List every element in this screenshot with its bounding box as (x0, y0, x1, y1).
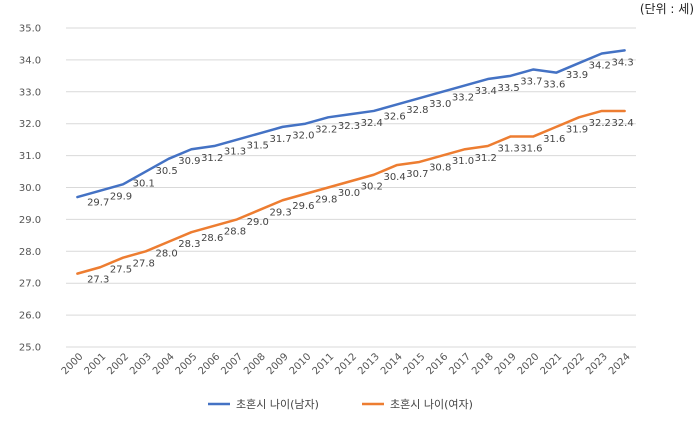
data-label: 31.5 (247, 140, 269, 151)
y-tick-label: 34.0 (19, 55, 41, 66)
y-tick-label: 30.0 (19, 183, 41, 194)
x-tick-label: 2008 (242, 351, 268, 377)
data-label: 33.6 (543, 80, 565, 91)
data-label: 31.2 (201, 153, 223, 164)
x-tick-label: 2015 (402, 351, 428, 377)
y-tick-label: 28.0 (19, 247, 41, 258)
y-tick-label: 27.0 (19, 279, 41, 290)
data-label: 30.4 (383, 172, 405, 183)
data-label: 34.2 (589, 61, 611, 72)
x-tick-label: 2021 (539, 351, 565, 377)
data-label: 32.2 (589, 118, 611, 129)
data-label: 30.1 (133, 179, 155, 190)
x-tick-label: 2009 (265, 351, 291, 377)
x-tick-label: 2000 (60, 351, 86, 377)
x-tick-label: 2006 (197, 351, 223, 377)
series-line-female (76, 109, 626, 275)
x-tick-label: 2024 (607, 351, 633, 377)
x-tick-label: 2022 (561, 351, 587, 377)
data-label: 28.8 (224, 226, 246, 237)
data-label: 31.2 (475, 153, 497, 164)
data-label: 27.5 (110, 265, 132, 276)
data-label: 31.0 (452, 156, 474, 167)
x-tick-label: 2002 (105, 351, 131, 377)
x-tick-label: 2007 (219, 351, 245, 377)
data-label: 31.6 (520, 143, 542, 154)
data-label: 31.7 (269, 134, 291, 145)
data-label: 32.4 (361, 118, 383, 129)
x-tick-label: 2020 (516, 351, 542, 377)
data-label: 31.3 (497, 143, 519, 154)
unit-note: (단위 : 세) (639, 2, 694, 16)
series-line-male (76, 49, 626, 199)
x-tick-label: 2018 (470, 351, 496, 377)
x-tick-label: 2004 (151, 351, 177, 377)
y-tick-label: 32.0 (19, 119, 41, 130)
x-tick-label: 2010 (288, 351, 314, 377)
data-label: 30.0 (338, 188, 360, 199)
data-label: 33.9 (566, 70, 588, 81)
y-tick-label: 33.0 (19, 87, 41, 98)
data-label: 29.8 (315, 195, 337, 206)
data-label: 30.5 (155, 166, 177, 177)
data-label: 31.9 (566, 124, 588, 135)
data-label: 32.2 (315, 124, 337, 135)
data-label: 27.3 (87, 274, 109, 285)
x-tick-label: 2013 (356, 351, 382, 377)
data-label: 30.8 (429, 163, 451, 174)
legend-label: 초혼시 나이(남자) (236, 398, 319, 411)
data-label: 29.9 (110, 191, 132, 202)
y-tick-label: 31.0 (19, 151, 41, 162)
data-label: 28.0 (155, 249, 177, 260)
data-label: 28.3 (178, 239, 200, 250)
data-label: 29.7 (87, 198, 109, 209)
x-tick-label: 2023 (584, 351, 610, 377)
x-tick-label: 2001 (83, 351, 109, 377)
x-tick-label: 2019 (493, 351, 519, 377)
data-label: 32.6 (383, 112, 405, 123)
data-label: 30.9 (178, 156, 200, 167)
data-label: 33.2 (452, 92, 474, 103)
data-label: 32.3 (338, 121, 360, 132)
x-tick-label: 2003 (128, 351, 154, 377)
x-tick-label: 2014 (379, 351, 405, 377)
y-tick-label: 35.0 (19, 24, 41, 35)
data-label: 29.3 (269, 207, 291, 218)
y-tick-label: 25.0 (19, 343, 41, 354)
data-label: 28.6 (201, 233, 223, 244)
data-label: 33.4 (475, 86, 497, 97)
x-tick-label: 2012 (333, 351, 359, 377)
data-label: 34.3 (611, 57, 633, 68)
data-label: 33.7 (520, 76, 542, 87)
y-tick-label: 26.0 (19, 311, 41, 322)
data-label: 33.0 (429, 99, 451, 110)
x-tick-label: 2011 (311, 351, 337, 377)
data-label: 32.0 (292, 131, 314, 142)
data-label: 31.3 (224, 147, 246, 158)
data-label: 30.2 (361, 182, 383, 193)
x-tick-label: 2005 (174, 351, 200, 377)
legend-label: 초혼시 나이(여자) (390, 398, 473, 411)
data-label: 32.4 (611, 118, 633, 129)
data-label: 29.6 (292, 201, 314, 212)
data-label: 27.8 (133, 258, 155, 269)
y-tick-label: 29.0 (19, 215, 41, 226)
data-label: 32.8 (406, 105, 428, 116)
data-label: 31.6 (543, 134, 565, 145)
x-tick-label: 2017 (447, 351, 473, 377)
data-label: 30.7 (406, 169, 428, 180)
x-tick-label: 2016 (425, 351, 451, 377)
data-label: 29.0 (247, 217, 269, 228)
data-label: 33.5 (497, 83, 519, 94)
